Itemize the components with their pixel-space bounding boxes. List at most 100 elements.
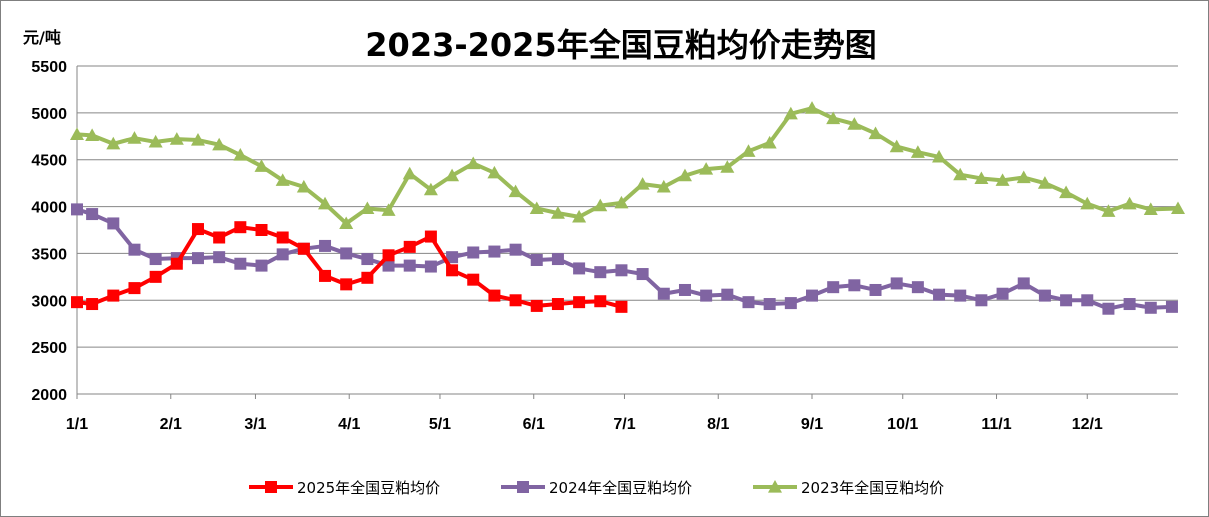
data-point (488, 289, 501, 302)
data-point (107, 217, 120, 230)
data-point (445, 168, 460, 182)
data-point (255, 224, 268, 236)
legend-label: 2024年全国豆粕均价 (549, 479, 692, 497)
data-point (213, 231, 226, 244)
data-point (1081, 294, 1094, 307)
data-point (190, 133, 205, 146)
x-tick-label: 6/1 (523, 416, 545, 433)
data-point (1143, 202, 1158, 215)
data-point (911, 281, 924, 294)
data-point (71, 296, 83, 309)
data-point (1101, 204, 1116, 217)
y-tick-label: 4000 (31, 200, 67, 217)
data-point (848, 279, 861, 292)
data-point (149, 270, 162, 283)
data-point (466, 156, 481, 170)
chart-title: 2023-2025年全国豆粕均价走势图 (365, 26, 876, 64)
data-point (933, 288, 946, 301)
data-point (86, 298, 99, 311)
data-point (509, 294, 522, 307)
data-point (699, 162, 714, 175)
data-point (70, 127, 84, 141)
data-point (594, 266, 607, 279)
data-point (170, 257, 183, 270)
x-tick-label: 9/1 (801, 416, 823, 433)
gridlines (77, 65, 1178, 348)
series-2 (70, 101, 1185, 230)
legend: 2025年全国豆粕均价 2024年全国豆粕均价 2023年全国豆粕均价 (249, 479, 944, 497)
data-point (996, 287, 1009, 300)
data-point (234, 257, 247, 270)
data-point (319, 239, 332, 252)
data-point (889, 139, 904, 153)
legend-item: 2024年全国豆粕均价 (501, 479, 692, 497)
data-point (910, 145, 925, 158)
data-point (869, 283, 882, 296)
data-point (763, 298, 776, 311)
data-point (762, 135, 777, 149)
data-point (1017, 277, 1030, 290)
data-point (635, 177, 650, 190)
legend-label: 2025年全国豆粕均价 (297, 479, 440, 497)
legend-marker (517, 481, 529, 493)
data-point (1080, 196, 1095, 210)
data-point (551, 298, 564, 311)
series-0 (71, 221, 628, 313)
data-point (1165, 300, 1178, 313)
x-tick-label: 2/1 (160, 416, 182, 433)
data-point (529, 201, 544, 215)
y-tick-labels: 2000 2500 3000 3500 4000 4500 5000 5500 (31, 59, 67, 404)
data-point (213, 251, 226, 264)
data-point (594, 295, 607, 308)
x-tick-label: 11/1 (981, 416, 1011, 433)
data-point (487, 165, 502, 179)
data-point (1171, 201, 1185, 215)
data-point (297, 242, 310, 255)
data-point (1037, 176, 1052, 189)
data-point (233, 148, 248, 161)
data-point (593, 198, 608, 212)
data-point (382, 259, 395, 272)
data-point (573, 262, 586, 275)
data-point (890, 277, 903, 290)
data-point (361, 271, 374, 284)
y-tick-label: 5000 (31, 106, 67, 123)
data-point (276, 231, 289, 244)
legend-item: 2023年全国豆粕均价 (753, 479, 944, 497)
series-1 (71, 203, 1178, 315)
data-point (636, 268, 649, 281)
y-tick-label: 3000 (31, 293, 67, 310)
data-point (741, 144, 756, 157)
data-point (149, 253, 162, 266)
data-point (319, 269, 332, 282)
data-point (954, 289, 967, 302)
data-point (169, 132, 184, 145)
data-point (296, 179, 311, 193)
x-tick-label: 3/1 (244, 416, 266, 433)
data-point (275, 173, 290, 186)
data-point (191, 252, 204, 265)
x-tick-labels: 1/1 2/1 3/1 4/1 5/1 6/1 7/1 8/1 9/1 10/1 11/1 12/1 (66, 394, 1103, 433)
data-point (1122, 196, 1137, 210)
data-point (974, 171, 989, 185)
data-point (424, 260, 437, 273)
data-point (127, 131, 142, 144)
data-point (360, 201, 375, 215)
legend-marker (265, 481, 277, 493)
data-point (340, 247, 353, 260)
data-point (128, 282, 141, 295)
data-point (614, 195, 629, 209)
x-tick-label: 12/1 (1072, 416, 1103, 433)
data-point (995, 173, 1010, 186)
x-tick-label: 8/1 (707, 416, 729, 433)
x-tick-label: 10/1 (887, 416, 918, 433)
data-point (254, 159, 269, 172)
data-point (805, 101, 820, 114)
data-point (806, 289, 819, 302)
data-point (508, 184, 523, 198)
data-point (446, 264, 459, 277)
data-point (975, 294, 988, 307)
data-point (1059, 185, 1074, 199)
